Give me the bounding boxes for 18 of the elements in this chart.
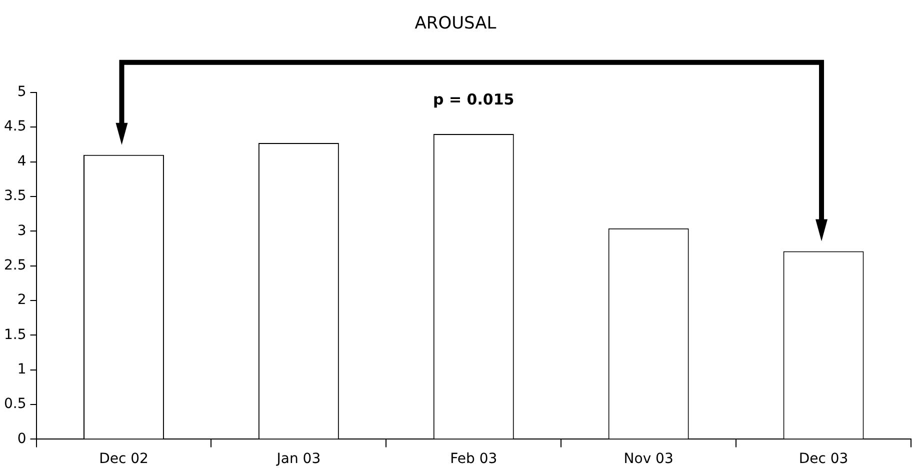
x-tick-label: Feb 03 bbox=[450, 451, 498, 468]
annotation: p = 0.015 bbox=[433, 90, 514, 108]
y-tick-label: 1 bbox=[17, 361, 26, 378]
chart-title: AROUSAL bbox=[414, 14, 497, 34]
y-tick-label: 0.5 bbox=[4, 396, 26, 412]
y-tick-label: 2.5 bbox=[4, 257, 26, 274]
y-tick-label: 0 bbox=[17, 430, 26, 447]
y-tick-label: 4 bbox=[17, 153, 26, 170]
y-tick-label: 3 bbox=[17, 222, 26, 239]
x-tick-label: Jan 03 bbox=[276, 451, 321, 468]
x-tick-label: Nov 03 bbox=[624, 451, 674, 468]
x-tick-label: Dec 03 bbox=[798, 451, 848, 468]
y-tick-label: 1.5 bbox=[4, 326, 26, 343]
y-tick-label: 3.5 bbox=[4, 188, 26, 204]
y-tick-label: 5 bbox=[17, 84, 26, 100]
y-tick-label: 4.5 bbox=[4, 118, 26, 135]
y-tick-label: 2 bbox=[17, 292, 26, 308]
x-tick-label: Dec 02 bbox=[99, 451, 148, 468]
